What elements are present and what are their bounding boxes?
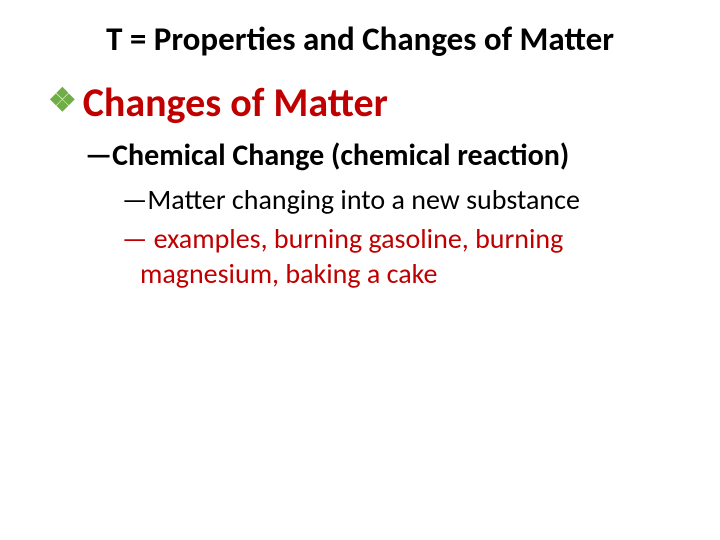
diamond-bullet-icon: ❖ [48, 81, 77, 120]
chemical-change-heading: —Chemical Change (chemical reaction) [85, 137, 680, 175]
section-heading: ❖ Changes of Matter [48, 78, 680, 127]
slide-title: T = Properties and Changes of Matter [40, 20, 680, 60]
examples-text: — examples, burning gasoline, burning ma… [122, 221, 680, 291]
heading-text: Changes of Matter [83, 78, 388, 127]
definition-text: —Matter changing into a new substance [122, 182, 680, 217]
